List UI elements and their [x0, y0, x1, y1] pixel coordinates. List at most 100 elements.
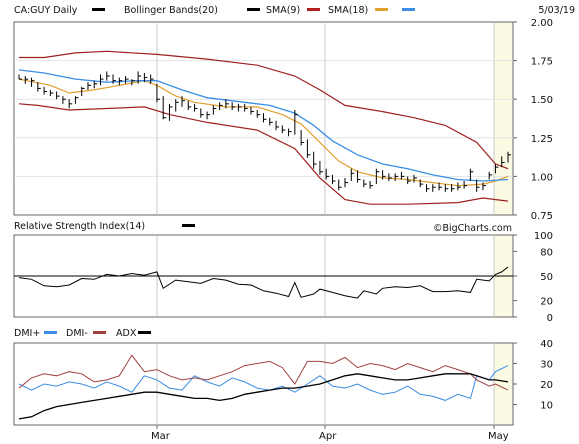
bollinger-bands	[18, 50, 509, 205]
price-bar	[313, 151, 317, 169]
bollinger-upper-line	[19, 50, 509, 170]
price-tick-label: 1.25	[531, 134, 553, 145]
rsi-tick-label: 20	[540, 297, 553, 308]
price-bar	[131, 79, 135, 86]
legend-swatch-bbands	[247, 8, 260, 11]
dmi-legend-minus: DMI-	[66, 328, 88, 339]
price-bar	[18, 74, 22, 80]
price-bar	[125, 76, 129, 84]
price-legend-ticker: CA:GUY Daily	[14, 5, 78, 16]
rsi-tick-label: 50	[540, 272, 553, 283]
dmi-panel: 40 30 20 10	[13, 339, 553, 426]
price-bar	[388, 173, 392, 182]
price-bar	[325, 168, 330, 180]
price-bar	[269, 117, 273, 126]
price-tick-label: 1.50	[531, 95, 553, 106]
adx-swatch	[138, 331, 151, 334]
dmi-tick-label: 30	[540, 360, 553, 371]
price-bar	[194, 103, 198, 112]
price-bar	[93, 80, 98, 89]
price-bar	[231, 102, 236, 111]
price-bar	[250, 106, 254, 115]
price-bar	[187, 100, 192, 111]
price-bar	[426, 184, 430, 192]
price-bar	[451, 184, 455, 192]
price-bar	[319, 160, 323, 175]
price-bar	[344, 177, 348, 188]
price-bar	[350, 168, 355, 182]
bollinger-lower-line	[18, 103, 509, 205]
price-bar	[469, 168, 474, 182]
dmi-plus-swatch	[44, 331, 57, 334]
price-bar	[457, 182, 461, 191]
price-bar	[382, 170, 386, 180]
dmi-tick-label: 20	[540, 380, 553, 391]
price-bar	[294, 110, 298, 135]
month-label: Mar	[151, 431, 171, 442]
price-bar	[338, 179, 342, 191]
dmi-shade	[494, 343, 513, 425]
price-shade	[494, 22, 513, 215]
price-bar	[482, 182, 486, 191]
price-bar	[407, 176, 411, 185]
price-bars	[18, 71, 511, 192]
price-bar	[225, 99, 229, 109]
month-label: May	[488, 431, 509, 442]
price-bar	[300, 130, 305, 146]
price-bar	[206, 111, 211, 120]
price-bar	[494, 164, 499, 174]
price-bar	[357, 170, 361, 183]
price-bar	[394, 173, 399, 182]
rsi-panel: 100 80 50 20 0	[13, 231, 553, 324]
price-tick-label: 1.00	[531, 172, 553, 183]
dmi-series-dmi	[18, 354, 509, 391]
price-bar	[62, 96, 66, 104]
dmi-legend-adx: ADX	[116, 328, 137, 339]
sma9-line	[18, 78, 509, 187]
price-bar	[281, 125, 286, 134]
price-bar	[175, 99, 179, 112]
price-bar	[444, 184, 449, 192]
x-axis: Mar Apr May	[151, 425, 509, 442]
rsi-tick-label: 80	[540, 247, 553, 258]
price-bar	[363, 179, 367, 188]
price-bar	[143, 72, 148, 83]
rsi-tick-label: 100	[534, 231, 553, 242]
price-bar	[200, 108, 204, 118]
price-tick-label: 2.00	[531, 18, 553, 29]
legend-swatch-ticker	[92, 8, 105, 11]
price-bar	[150, 74, 154, 84]
dmi-legend-plus: DMI+	[14, 328, 40, 339]
price-bar	[162, 96, 167, 120]
price-bar	[56, 91, 60, 100]
price-bar	[100, 74, 104, 86]
price-bar	[438, 182, 443, 191]
price-bar	[463, 181, 468, 189]
legend-swatch-blue	[402, 8, 415, 11]
price-bar	[400, 171, 405, 180]
price-bar	[31, 77, 35, 87]
price-bar	[118, 77, 123, 86]
price-bar	[112, 74, 117, 84]
month-label: Apr	[319, 431, 337, 442]
price-bar	[156, 83, 160, 103]
price-legend-bbands: Bollinger Bands(20)	[124, 5, 218, 16]
legend-swatch-sma18	[375, 8, 388, 11]
price-bar	[375, 168, 380, 185]
rsi-line	[18, 266, 509, 299]
dmi-minus-swatch	[93, 331, 106, 334]
legend-swatch-sma9	[307, 8, 320, 11]
price-bar	[68, 99, 73, 109]
price-bar	[49, 89, 54, 97]
price-bar	[288, 128, 292, 137]
price-tick-label: 1.75	[531, 57, 553, 68]
price-bar	[43, 86, 48, 95]
price-bar	[263, 113, 267, 123]
price-bar	[256, 110, 261, 118]
sma18-line	[18, 69, 509, 182]
watermark: ©BigCharts.com	[433, 223, 512, 234]
price-bar	[369, 181, 374, 189]
dmi-series-adx	[18, 373, 509, 420]
dmi-tick-label: 10	[540, 401, 553, 412]
price-bar	[212, 105, 217, 115]
